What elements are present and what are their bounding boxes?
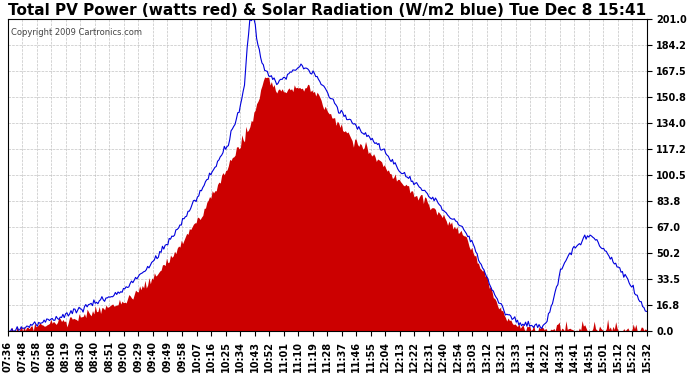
- Title: Total PV Power (watts red) & Solar Radiation (W/m2 blue) Tue Dec 8 15:41: Total PV Power (watts red) & Solar Radia…: [8, 3, 647, 18]
- Text: Copyright 2009 Cartronics.com: Copyright 2009 Cartronics.com: [11, 28, 142, 38]
